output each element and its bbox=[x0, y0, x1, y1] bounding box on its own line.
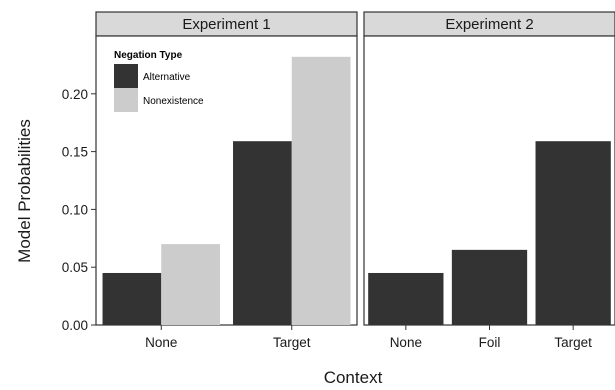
bar-alternative-target bbox=[233, 141, 292, 325]
bar-alternative-none bbox=[102, 272, 162, 325]
y-tick-label: 0.15 bbox=[62, 145, 88, 160]
x-tick-label: Foil bbox=[479, 335, 501, 350]
legend-key-alternative bbox=[114, 64, 138, 88]
x-axis-title: Context bbox=[324, 368, 383, 387]
x-tick-label: Target bbox=[554, 335, 592, 350]
bar-nonexistence-target bbox=[291, 56, 351, 326]
x-tick-label: None bbox=[390, 335, 422, 350]
bar-nonexistence-none bbox=[161, 244, 220, 325]
y-axis-title: Model Probabilities bbox=[15, 119, 34, 263]
legend-label-alternative: Alternative bbox=[143, 72, 191, 83]
facet-strip-1 bbox=[95, 11, 358, 37]
x-tick-label: Target bbox=[273, 335, 311, 350]
legend-key-nonexistence bbox=[114, 88, 138, 112]
y-tick-label: 0.10 bbox=[62, 202, 88, 217]
bar-alternative-foil bbox=[451, 249, 528, 325]
facet-title-1: Experiment 1 bbox=[182, 16, 270, 33]
legend-title: Negation Type bbox=[114, 50, 183, 61]
y-tick-label: 0.00 bbox=[62, 318, 88, 333]
facet-panel-1: Experiment 1 None Target bbox=[95, 11, 358, 350]
legend: Negation Type Alternative Nonexistence bbox=[114, 50, 204, 112]
y-tick-label: 0.20 bbox=[62, 87, 88, 102]
y-tick-label: 0.05 bbox=[62, 260, 88, 275]
bar-alternative-none bbox=[368, 272, 444, 325]
x-tick-label: None bbox=[145, 335, 177, 350]
facet-title-2: Experiment 2 bbox=[445, 16, 533, 33]
facet-panel-2: Experiment 2 None Foil Target bbox=[363, 11, 615, 350]
legend-label-nonexistence: Nonexistence bbox=[143, 96, 204, 107]
bar-alternative-target bbox=[535, 141, 611, 325]
facet-strip-2 bbox=[363, 11, 615, 37]
